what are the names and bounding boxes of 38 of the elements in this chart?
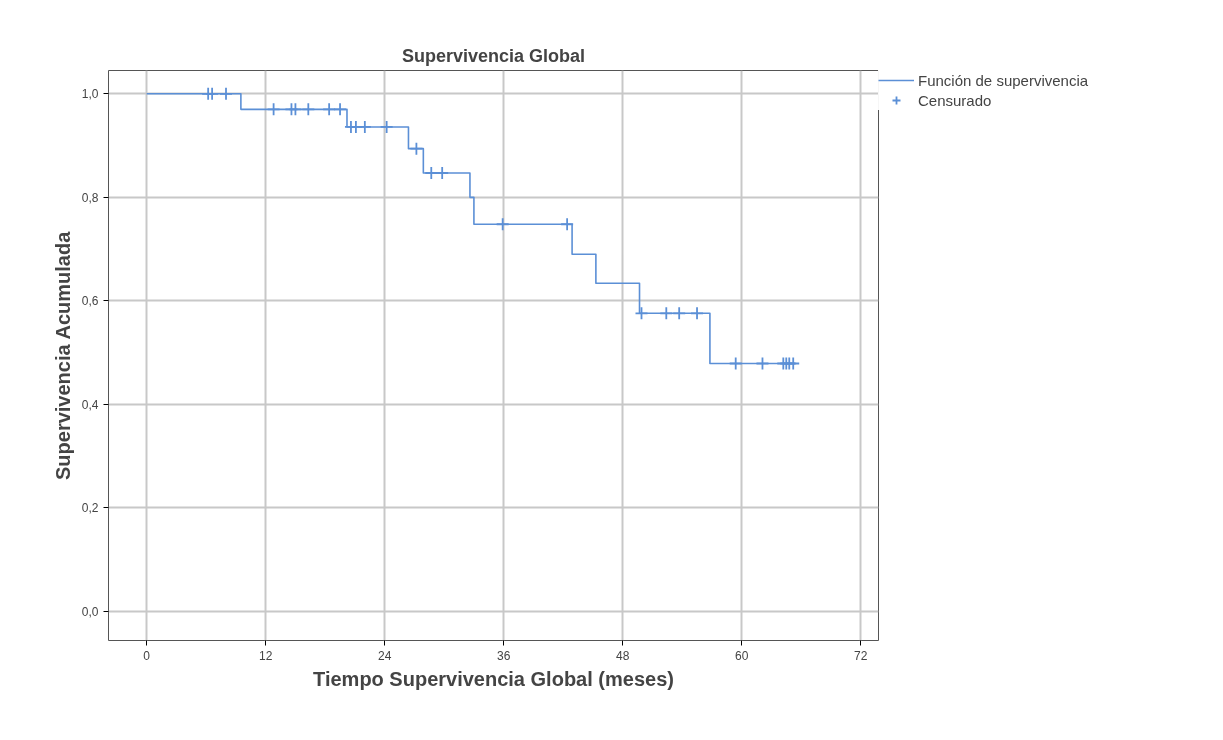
y-axis-title: Supervivencia Acumulada bbox=[51, 230, 74, 480]
point bbox=[672, 306, 687, 321]
point bbox=[322, 102, 337, 117]
point bbox=[219, 86, 233, 101]
point bbox=[495, 217, 510, 232]
point bbox=[266, 102, 281, 117]
x-tick-label: 36 bbox=[496, 648, 511, 663]
x-tick-label: 24 bbox=[377, 648, 392, 663]
x-tick-label: 12 bbox=[259, 648, 273, 663]
point bbox=[659, 306, 674, 321]
y-tick-label: 1,0 bbox=[81, 87, 99, 102]
y-tick-label: 0,2 bbox=[81, 501, 99, 516]
point bbox=[728, 356, 743, 371]
chart-title: Supervivencia Global bbox=[401, 45, 586, 66]
y-tick-label: 0,0 bbox=[81, 605, 99, 620]
y-tick-label: 0,6 bbox=[81, 294, 99, 309]
point bbox=[288, 102, 303, 117]
point bbox=[357, 120, 372, 134]
point bbox=[301, 102, 316, 117]
x-tick-label: 60 bbox=[734, 648, 749, 663]
point bbox=[333, 102, 347, 117]
x-axis-title: Tiempo Supervivencia Global (meses) bbox=[313, 667, 674, 690]
point bbox=[560, 217, 575, 232]
x-tick-label: 72 bbox=[853, 648, 868, 663]
point bbox=[379, 120, 394, 134]
y-tick-label: 0,4 bbox=[81, 397, 99, 412]
x-tick-label: 48 bbox=[615, 648, 630, 663]
point bbox=[409, 141, 424, 156]
point bbox=[634, 306, 649, 321]
x-tick-label: 0 bbox=[143, 648, 151, 663]
legend-label: Función de supervivencia bbox=[918, 71, 1089, 89]
point bbox=[424, 166, 439, 180]
point bbox=[690, 306, 704, 321]
point bbox=[435, 166, 450, 180]
point bbox=[205, 86, 220, 101]
legend-label: Censurado bbox=[918, 91, 992, 109]
y-tick-label: 0,8 bbox=[81, 190, 99, 205]
point bbox=[755, 356, 770, 371]
